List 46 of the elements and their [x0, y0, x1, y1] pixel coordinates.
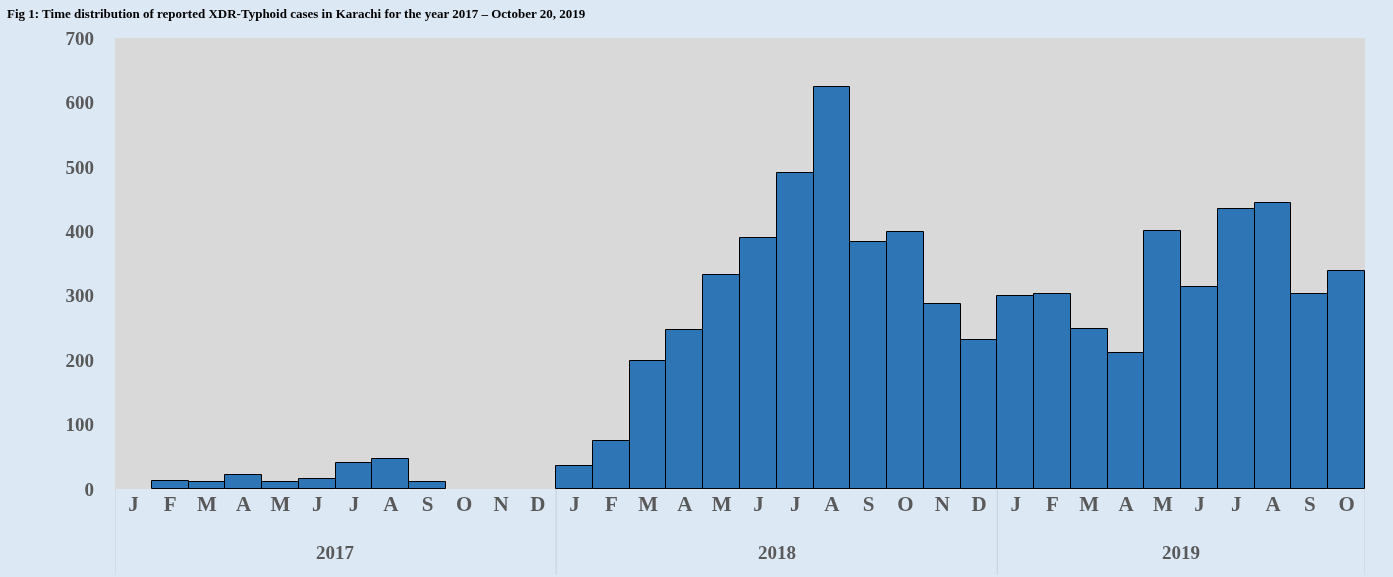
x-tick-label: O	[456, 492, 473, 516]
x-tick-label: M	[197, 492, 217, 516]
x-tick-label: A	[1265, 492, 1282, 516]
x-tick-label: A	[677, 492, 694, 516]
text: 2018	[758, 542, 796, 563]
y-tick-label: 100	[65, 414, 94, 436]
x-tick-label: F	[604, 492, 618, 516]
x-tick-label: A	[383, 492, 400, 516]
x-tick-label: O	[1338, 492, 1355, 516]
x-tick-label: M	[711, 492, 732, 516]
x-tick-label: J	[569, 492, 580, 516]
x-tick-label: J	[128, 492, 139, 516]
text: 2019	[1162, 542, 1200, 563]
x-tick-label: J	[1231, 492, 1242, 516]
x-tick-label: S	[421, 492, 434, 516]
x-tick-label: J	[1194, 492, 1205, 516]
x-tick-label: S	[862, 492, 875, 516]
x-tick-label: S	[1304, 492, 1316, 516]
x-tick-label: J	[311, 492, 323, 516]
x-tick-label: A	[1118, 492, 1135, 516]
x-tick-label: J	[348, 492, 360, 516]
x-tick-label: N	[934, 492, 950, 516]
y-tick-label: 700	[65, 27, 94, 49]
x-tick-label: M	[270, 492, 291, 516]
chart-title: Fig 1: Time distribution of reported XDR-Typhoid cases in Karachi for the year 2017 – October 20, 2019	[6, 5, 586, 21]
x-tick-label: J	[753, 492, 764, 516]
x-tick-label: F	[1046, 492, 1059, 516]
y-tick-label: 200	[65, 349, 94, 371]
x-tick-label: D	[530, 492, 546, 516]
y-tick-label: 0	[84, 478, 94, 500]
y-tick-label: 400	[65, 220, 94, 242]
x-tick-label: A	[236, 492, 253, 516]
x-tick-label: J	[1010, 492, 1021, 516]
y-tick-label: 600	[65, 92, 94, 114]
text: 2017	[316, 542, 355, 563]
x-tick-label: J	[789, 492, 801, 516]
y-tick-label: 500	[65, 156, 94, 178]
x-tick-label: M	[1079, 492, 1100, 516]
x-tick-label: D	[971, 492, 987, 516]
x-tick-label: M	[1152, 492, 1173, 516]
x-tick-label: A	[824, 492, 841, 516]
x-tick-label: N	[493, 492, 509, 516]
x-tick-label: F	[163, 492, 177, 516]
x-tick-label: M	[638, 492, 659, 516]
y-tick-label: 300	[65, 285, 94, 307]
x-tick-label: O	[897, 492, 914, 516]
